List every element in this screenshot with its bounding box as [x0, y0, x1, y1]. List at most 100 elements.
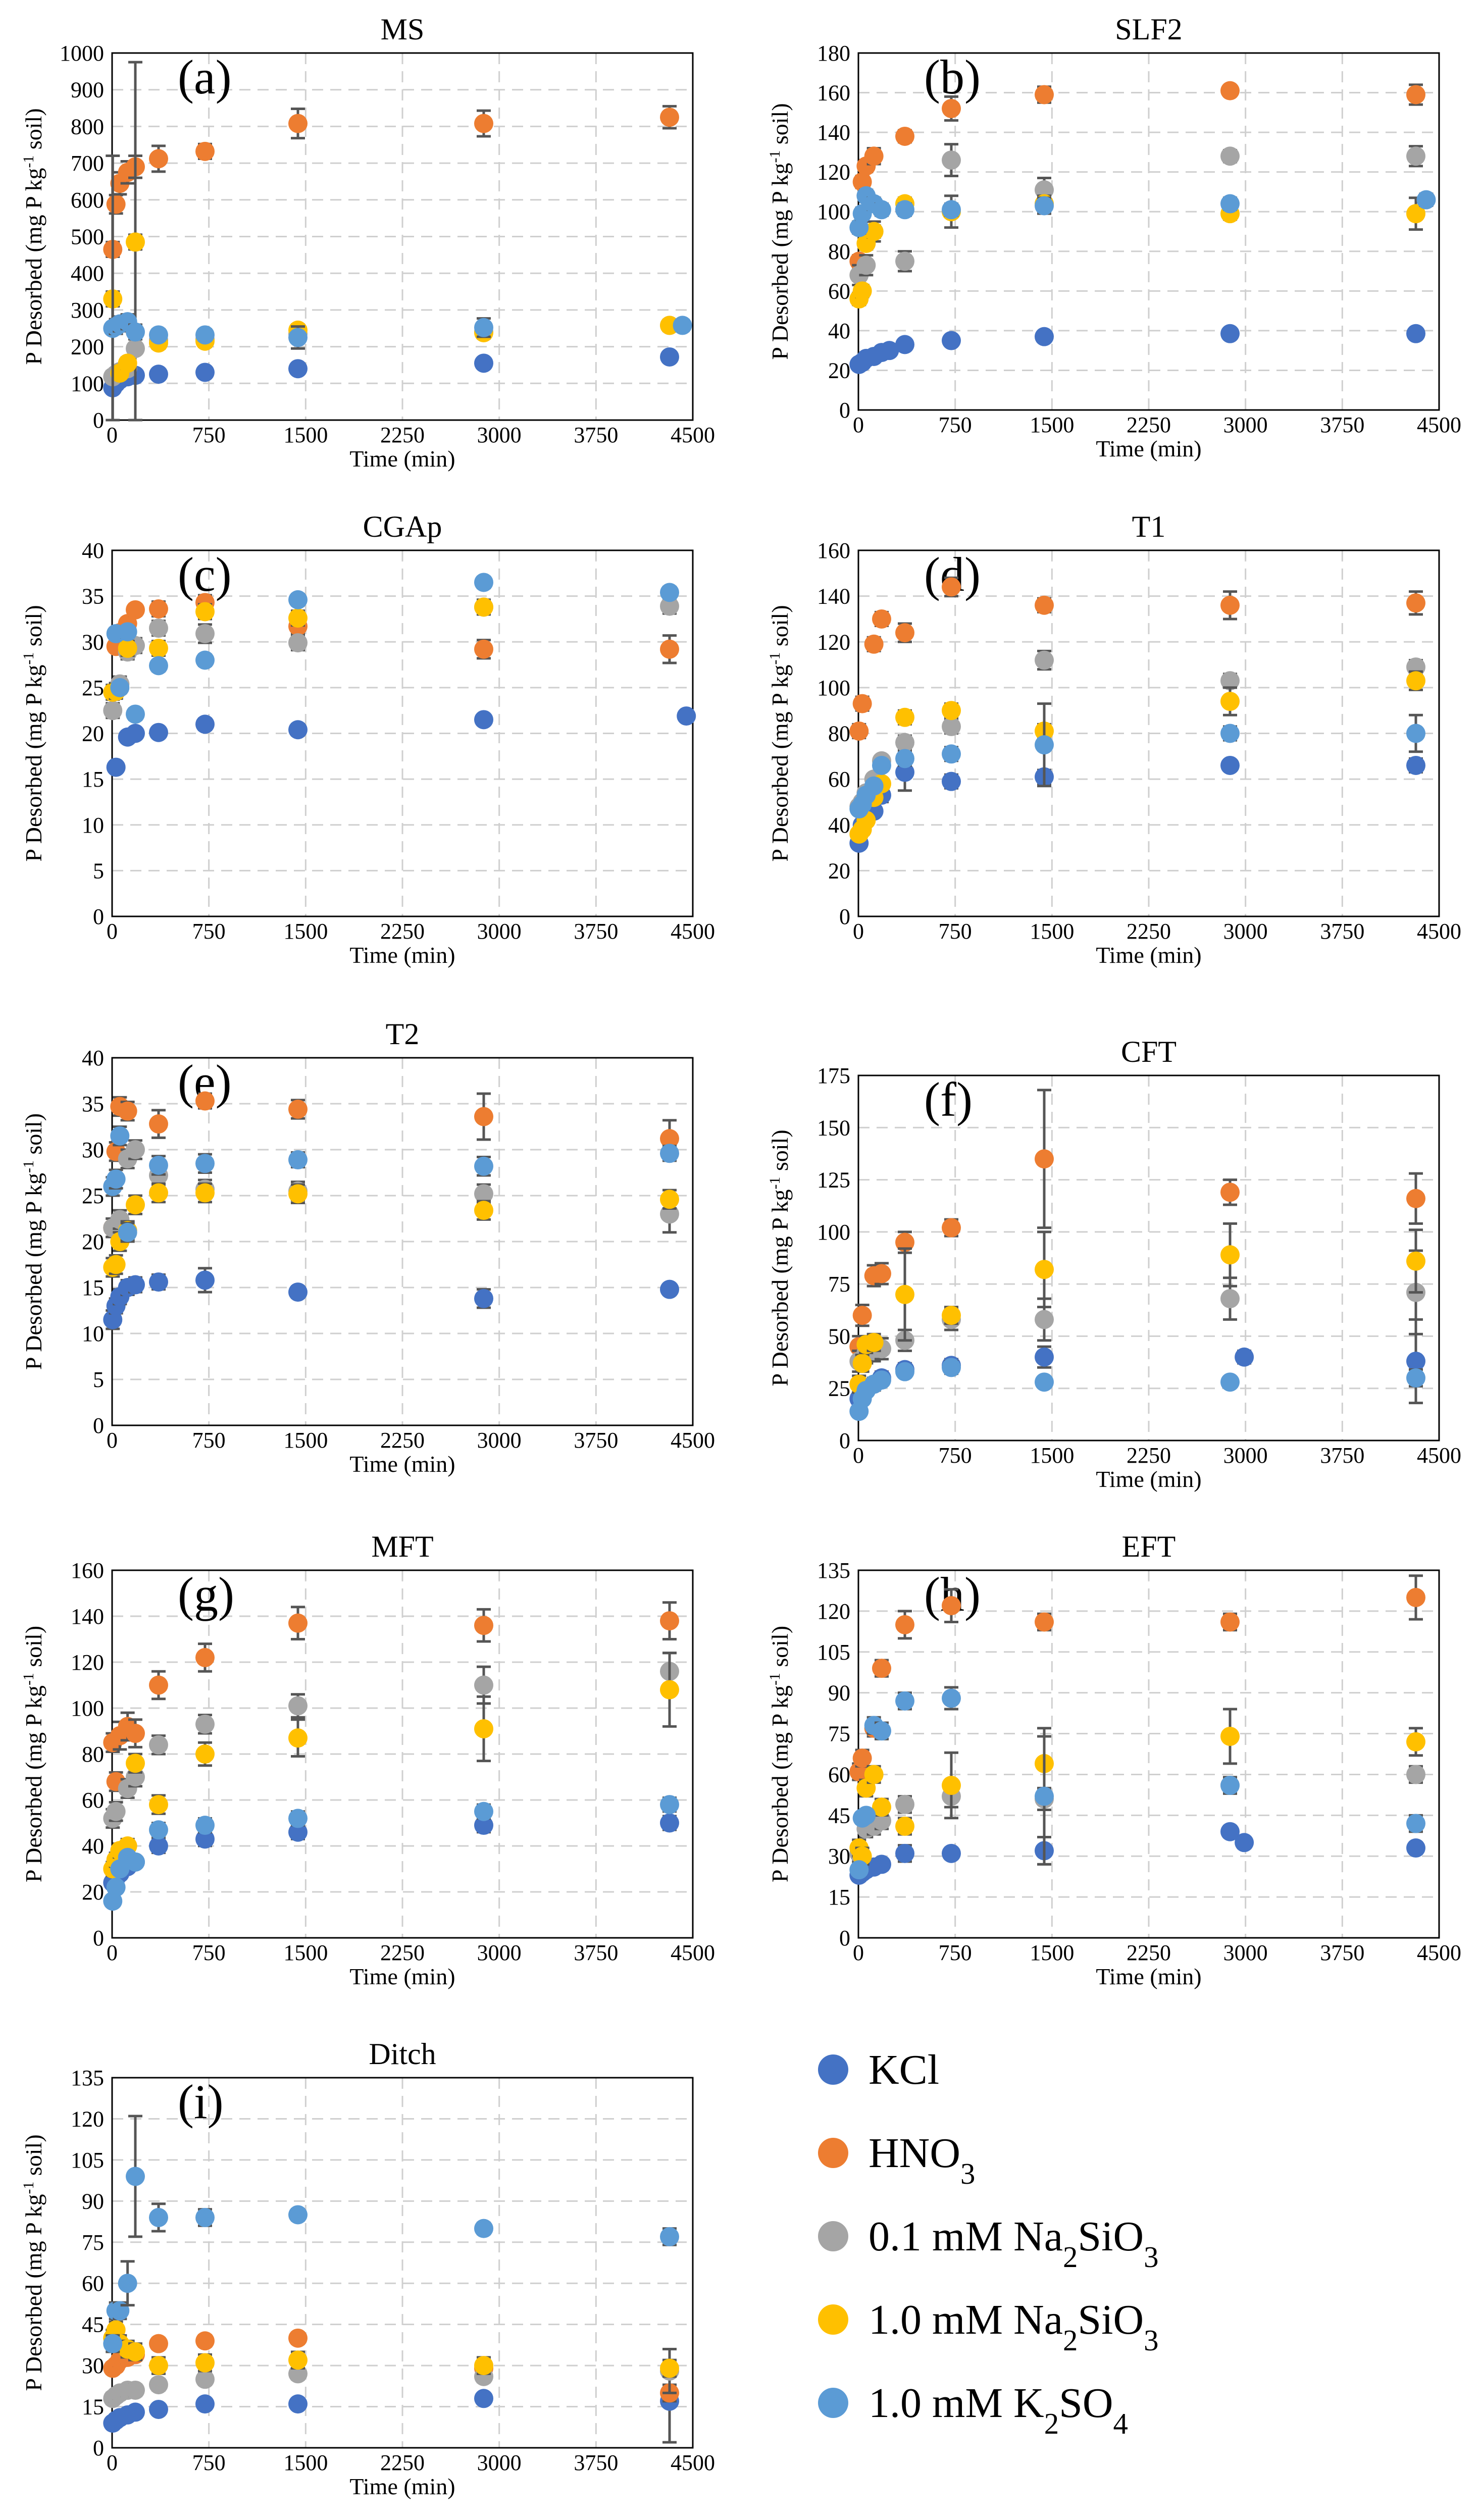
data-point	[660, 1144, 679, 1163]
y-tick-label: 40	[82, 1834, 104, 1859]
x-tick-label: 3000	[477, 1428, 522, 1453]
chart-title: Ditch	[369, 2037, 436, 2071]
x-tick-label: 3750	[574, 1428, 618, 1453]
chart-title: T1	[1132, 510, 1166, 543]
data-point	[1220, 1822, 1240, 1841]
data-point	[856, 1806, 876, 1825]
chart-panel-ms: MS (a) 0 750 1500 2250 3000 3750 4500 0 100 200 300 4…	[20, 13, 716, 472]
y-tick-label: 400	[71, 261, 104, 286]
chart-panel-ditch: Ditch (i) 0 750 1500 2250 3000 3750 4500 0 15 30 45 6…	[20, 2037, 716, 2499]
legend-label: HNO3	[868, 2130, 975, 2190]
data-point	[149, 2207, 168, 2227]
data-point	[103, 2334, 123, 2353]
y-axis-label: P Desorbed (mg P kg-1 soil)	[20, 1626, 47, 1882]
y-tick-label: 20	[828, 358, 850, 383]
data-point	[1406, 593, 1425, 613]
data-point	[474, 114, 493, 133]
data-point	[149, 325, 168, 345]
x-tick-label: 750	[939, 413, 972, 437]
data-point	[474, 1816, 493, 1835]
data-point	[856, 255, 876, 275]
y-tick-label: 105	[71, 2148, 104, 2173]
series-Si01	[103, 1139, 679, 1239]
series-HNO3	[103, 105, 679, 259]
x-tick-label: 3750	[574, 919, 618, 944]
y-tick-label: 90	[828, 1681, 850, 1706]
legend-label: 0.1 mM Na2SiO3	[868, 2213, 1159, 2274]
data-point	[106, 757, 126, 777]
x-tick-label: 0	[853, 413, 864, 437]
x-tick-label: 1500	[283, 423, 328, 447]
y-tick-label: 25	[82, 1184, 104, 1208]
data-point	[1406, 1587, 1425, 1607]
x-tick-label: 2250	[380, 919, 425, 944]
y-tick-label: 60	[828, 279, 850, 303]
data-point	[1406, 1838, 1425, 1858]
x-tick-label: 4500	[671, 1428, 715, 1453]
x-tick-label: 2250	[1127, 1443, 1171, 1468]
data-point	[195, 2207, 215, 2227]
data-point	[942, 701, 961, 721]
y-tick-label: 40	[82, 1046, 104, 1070]
data-point	[1035, 735, 1054, 755]
series-Si01	[103, 61, 679, 422]
y-tick-label: 10	[82, 813, 104, 838]
data-point	[149, 1836, 168, 1856]
data-point	[195, 1648, 215, 1667]
data-point	[149, 638, 168, 658]
data-point	[895, 1284, 914, 1304]
y-tick-label: 75	[828, 1722, 850, 1746]
y-tick-label: 0	[93, 1413, 104, 1438]
data-point	[126, 339, 145, 358]
chart-panel-slf2: SLF2 (b) 0 750 1500 2250 3000 3750 4500 0 20 40 60 80…	[766, 13, 1462, 461]
x-tick-label: 750	[192, 2450, 226, 2475]
x-tick-label: 0	[107, 919, 118, 944]
data-point	[1220, 692, 1240, 711]
x-tick-label: 4500	[1417, 919, 1461, 944]
x-tick-label: 4500	[671, 919, 715, 944]
data-point	[1220, 146, 1240, 166]
data-point	[474, 1802, 493, 1821]
data-point	[288, 1282, 308, 1302]
data-point	[1220, 755, 1240, 775]
data-point	[110, 1126, 130, 1146]
data-point	[288, 328, 308, 347]
y-tick-label: 75	[828, 1272, 850, 1297]
panel-letter: (i)	[178, 2075, 224, 2129]
y-tick-label: 0	[839, 398, 850, 423]
series-HNO3	[849, 1574, 1425, 1782]
y-tick-label: 50	[828, 1324, 850, 1349]
data-point	[149, 1183, 168, 1203]
data-point	[1406, 1765, 1425, 1784]
data-point	[673, 316, 692, 335]
data-point	[864, 1332, 884, 1352]
data-point	[895, 623, 914, 643]
x-tick-label: 0	[107, 423, 118, 447]
data-point	[126, 2402, 145, 2422]
y-tick-label: 120	[71, 1650, 104, 1675]
series-Si01	[849, 1249, 1425, 1373]
data-point	[195, 2370, 215, 2389]
x-axis-label: Time (min)	[349, 2474, 455, 2499]
data-point	[106, 1255, 126, 1274]
x-tick-label: 3000	[477, 919, 522, 944]
data-point	[288, 608, 308, 628]
data-point	[880, 341, 899, 361]
data-point	[1035, 650, 1054, 670]
data-point	[852, 281, 872, 301]
x-tick-label: 1500	[283, 1428, 328, 1453]
y-tick-label: 90	[82, 2189, 104, 2214]
data-point	[1235, 1347, 1254, 1367]
data-point	[149, 1735, 168, 1755]
data-point	[474, 710, 493, 730]
y-tick-label: 40	[82, 538, 104, 563]
y-tick-label: 60	[828, 1762, 850, 1787]
y-tick-label: 120	[817, 630, 850, 654]
x-tick-label: 3750	[1320, 413, 1364, 437]
data-point	[288, 1696, 308, 1716]
data-point	[474, 1289, 493, 1308]
x-tick-label: 2250	[380, 1940, 425, 1965]
data-point	[942, 1776, 961, 1795]
data-point	[1406, 146, 1425, 166]
data-point	[474, 2219, 493, 2238]
